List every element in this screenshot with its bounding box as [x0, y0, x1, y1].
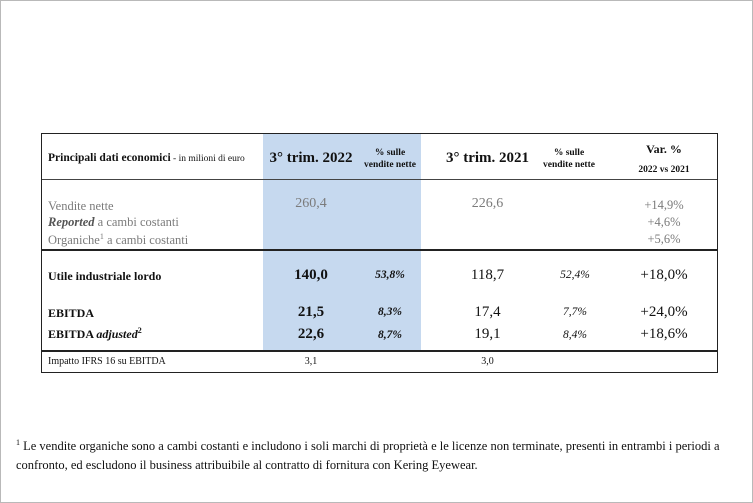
header-pct-2021: % sulle vendite nette [534, 147, 604, 171]
header-pct-2022: % sulle vendite nette [359, 147, 421, 171]
ebitda-pct-2022: 8,3% [378, 306, 402, 318]
reported-label-italic: Reported [48, 215, 95, 229]
reported-label-rest: a cambi costanti [94, 215, 179, 229]
organiche-label-rest: a cambi costanti [103, 233, 189, 248]
header-var: Var. % [646, 142, 682, 156]
row-label-utile: Utile industriale lordo [48, 269, 162, 283]
ebitda-adjusted-2021: 19,1 [474, 326, 501, 342]
row-label-ebitda: EBITDA [48, 306, 95, 320]
ebitda-divider [42, 350, 717, 352]
table-subtitle: - in milioni di euro [170, 154, 245, 164]
organiche-label: Organiche1 a cambi costanti [48, 232, 188, 248]
footnote-marker: 1 [16, 438, 20, 447]
vendite-label: Vendite nette [48, 199, 114, 213]
vendite-2022: 260,4 [295, 196, 327, 211]
header-q3-2021: 3° trim. 2021 [445, 150, 530, 166]
ebitda-adjusted-label-italic: adjusted [96, 327, 138, 341]
ebitda-adjusted-pct-2022: 8,7% [378, 329, 402, 341]
header-divider [42, 179, 717, 180]
utile-pct-2021: 52,4% [560, 269, 590, 281]
highlight-column-2022 [263, 134, 421, 350]
sales-divider [42, 249, 717, 251]
ebitda-adjusted-2022: 22,6 [297, 326, 325, 342]
header-var-period: 2022 vs 2021 [638, 165, 690, 175]
table-title: Principali dati economici - in milioni d… [48, 152, 245, 164]
organiche-footnote-marker: 1 [99, 232, 104, 241]
ifrs-2022: 3,1 [304, 356, 318, 367]
organiche-label-text: Organiche [48, 233, 100, 248]
ifrs-label: Impatto IFRS 16 su EBITDA [48, 356, 166, 367]
footnote-text: Le vendite organiche sono a cambi costan… [16, 439, 720, 473]
header-pct-2021-line2: vendite nette [543, 160, 595, 170]
utile-pct-2022: 53,8% [375, 269, 405, 281]
ebitda-2022: 21,5 [297, 304, 325, 320]
reported-label: Reported a cambi costanti [48, 215, 179, 230]
financial-table: Principali dati economici - in milioni d… [41, 133, 718, 373]
utile-var: +18,0% [640, 267, 688, 283]
header-q3-2022: 3° trim. 2022 [269, 150, 353, 166]
ebitda-var: +24,0% [640, 304, 688, 320]
ebitda-adjusted-pct-2021: 8,4% [563, 329, 587, 341]
vendite-2021: 226,6 [471, 196, 504, 211]
ebitda-pct-2021: 7,7% [563, 306, 587, 318]
vendite-var: +14,9% [644, 198, 684, 212]
table-title-text: Principali dati economici [48, 152, 171, 164]
utile-2022: 140,0 [294, 267, 328, 283]
ebitda-adjusted-var: +18,6% [640, 326, 688, 342]
ebitda-adjusted-footnote-marker: 2 [137, 326, 142, 335]
utile-2021: 118,7 [470, 267, 505, 283]
header-pct-2022-line2: vendite nette [364, 160, 416, 170]
organiche-var: +5,6% [647, 232, 681, 246]
header-pct-2021-line1: % sulle [553, 148, 585, 158]
ebitda-adjusted-label-text: EBITDA [48, 327, 97, 341]
footnote: 1 Le vendite organiche sono a cambi cost… [16, 433, 736, 475]
ebitda-2021: 17,4 [474, 304, 501, 320]
reported-var: +4,6% [647, 215, 681, 229]
row-label-ebitda-adjusted: EBITDA adjusted2 [48, 326, 142, 342]
ifrs-2021: 3,0 [481, 356, 494, 367]
header-pct-2022-line1: % sulle [374, 148, 406, 158]
